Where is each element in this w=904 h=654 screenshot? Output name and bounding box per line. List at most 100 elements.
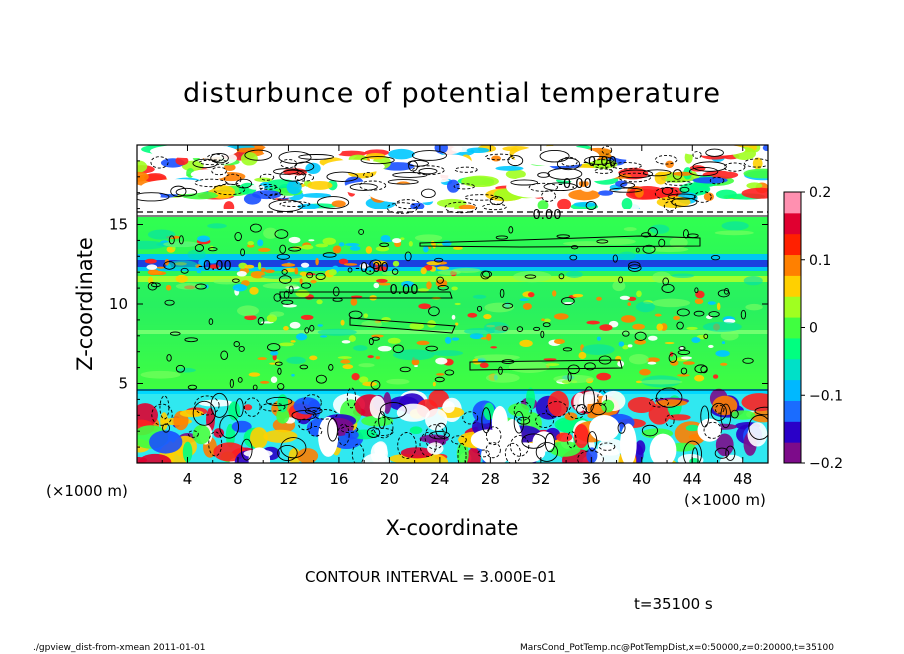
contour-small-loop	[252, 384, 258, 391]
contour-small-loop	[237, 377, 243, 383]
contour-small-loop	[524, 274, 537, 279]
field-blob	[545, 363, 560, 366]
field-blob	[522, 302, 532, 310]
field-blob	[316, 299, 323, 305]
field-blob	[377, 345, 392, 352]
contour-small-loop	[229, 378, 234, 389]
colorbar-swatch	[784, 212, 801, 235]
field-blob	[437, 266, 450, 270]
contour-small-loop	[584, 362, 596, 371]
colorbar-swatch	[784, 421, 801, 443]
field-blob	[308, 239, 315, 242]
contour-small-loop	[723, 288, 730, 295]
contour-lower-loop	[298, 418, 313, 431]
contour-upper-loop	[584, 156, 614, 165]
contour-small-loop	[480, 270, 491, 280]
footer-right: MarsCond_PotTemp.nc@PotTempDist,x=0:5000…	[520, 643, 834, 653]
field-blob	[444, 336, 452, 344]
field-blob	[519, 339, 533, 348]
contour-small-loop	[501, 359, 515, 364]
contour-small-loop	[304, 327, 310, 334]
field-blob	[436, 373, 445, 376]
contour-lower-loop	[277, 444, 298, 462]
field-blob-soft	[358, 363, 375, 368]
contour-lower-loop	[568, 404, 586, 420]
contour-lower-loop	[337, 423, 350, 446]
contour-upper-loop	[387, 179, 419, 185]
contour-upper-loop	[654, 154, 678, 165]
field-blob	[160, 412, 169, 430]
field-blob	[146, 264, 158, 270]
contour-small-loop	[178, 235, 184, 245]
field-blob	[289, 321, 301, 329]
contour-small-loop	[299, 364, 309, 370]
contour-upper-loop	[259, 173, 275, 181]
contour-lower-loop	[379, 402, 407, 419]
field-blob	[432, 381, 436, 387]
contour-upper-loop	[360, 156, 395, 165]
field-blob-soft	[612, 280, 626, 292]
field-blob	[634, 187, 644, 198]
colorbar-swatch	[784, 337, 801, 360]
contour-lower-loop	[260, 402, 286, 412]
field-blob-soft	[237, 305, 259, 317]
x-tick-label: 28	[481, 470, 500, 488]
field-blob	[556, 432, 573, 442]
contour-lower-loop	[583, 386, 595, 413]
field-blob	[537, 200, 549, 211]
contour-lower-loop	[351, 443, 365, 463]
contour-small-loop	[495, 235, 509, 240]
field-blob	[290, 340, 296, 343]
field-blob	[596, 296, 602, 301]
field-blob	[416, 340, 430, 346]
field-blob	[586, 320, 600, 325]
contour-upper-loop	[150, 156, 169, 169]
contour-small-loop	[364, 266, 375, 275]
field-blob	[461, 175, 499, 188]
contour-lower-loop	[477, 449, 490, 458]
contour-upper-loop	[528, 182, 558, 192]
contour-lower-loop	[597, 390, 607, 407]
field-blob	[317, 324, 323, 327]
contour-upper-loop	[560, 156, 578, 167]
contour-small-loop	[315, 374, 327, 384]
field-blob-soft	[721, 221, 749, 231]
field-blob	[252, 190, 282, 200]
contour-small-loop	[283, 290, 290, 299]
field-blob	[455, 322, 459, 326]
contour-small-loop	[668, 353, 678, 363]
field-blob	[419, 177, 450, 183]
field-blob	[543, 318, 551, 323]
field-blob	[553, 338, 565, 345]
x-tick-label: 40	[632, 470, 651, 488]
field-blob	[295, 289, 310, 298]
field-blob	[340, 319, 345, 326]
field-blob	[647, 361, 657, 365]
x-tick-label: 44	[683, 470, 702, 488]
field-blob	[618, 341, 625, 347]
contour-lower-loop	[513, 401, 532, 421]
field-blob	[466, 447, 481, 463]
contour-lower-loop	[462, 411, 479, 425]
contour-upper-loop	[317, 196, 350, 209]
y-tick-label: 10	[109, 295, 128, 313]
field-blob	[299, 278, 303, 285]
contour-small-loop	[288, 285, 294, 295]
contour-upper-loop	[278, 151, 312, 164]
field-blob	[656, 323, 664, 331]
contour-upper-loop	[453, 183, 476, 190]
field-blob	[599, 324, 613, 331]
field-blob-soft	[581, 344, 615, 356]
field-blob	[258, 247, 271, 252]
field-blob	[712, 374, 719, 379]
contour-small-loop	[274, 229, 289, 239]
field-blob-soft	[269, 311, 285, 317]
field-blob	[409, 322, 424, 330]
field-blob	[299, 271, 308, 277]
contour-small-loop	[444, 369, 455, 376]
contour-small-loop	[309, 324, 315, 332]
field-blob	[350, 295, 363, 298]
colorbar-swatch	[784, 358, 801, 381]
field-blob	[689, 165, 706, 172]
